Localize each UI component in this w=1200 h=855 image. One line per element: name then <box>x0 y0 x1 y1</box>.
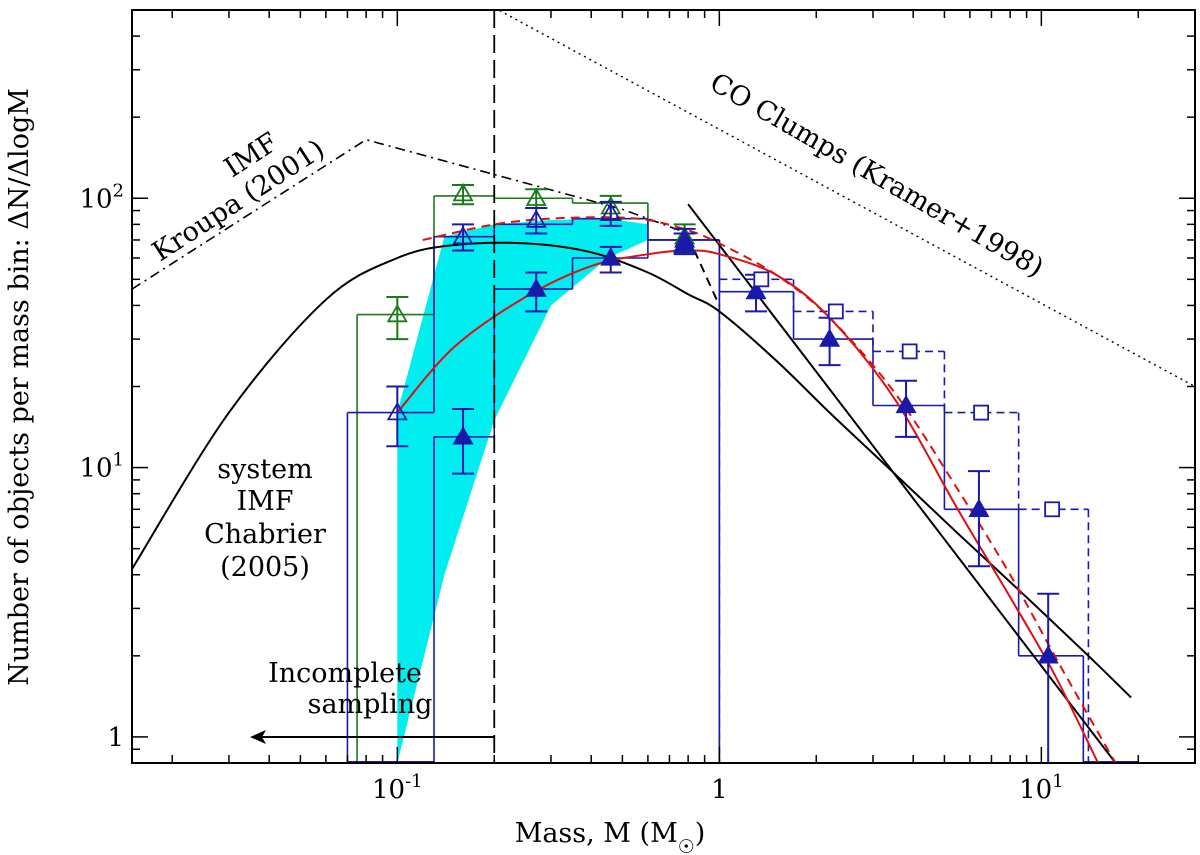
series-1 <box>132 138 689 290</box>
x-tick-label-1: 1 <box>711 775 728 805</box>
marker-2-4 <box>745 280 767 300</box>
y-tick-label-exp-2: 2 <box>113 180 124 201</box>
x-tick-label-base-1: 1 <box>711 775 728 805</box>
chabrier-label-1: system <box>217 454 312 485</box>
marker-3-3 <box>973 404 990 421</box>
marker-2-6 <box>895 394 917 414</box>
marker-1-0 <box>386 401 408 421</box>
y-tick-label-0: 1 <box>107 723 124 753</box>
y-tick-label-exp-1: 1 <box>113 450 124 471</box>
x-tick-label-0: 10-1 <box>372 771 423 805</box>
marker-1-3 <box>600 202 622 221</box>
marker-1-2 <box>525 209 547 228</box>
y-tick-label-1: 101 <box>79 450 124 484</box>
incomplete-arrow-head <box>250 730 266 744</box>
uncertainty-band <box>397 218 648 763</box>
y-tick-label-2: 102 <box>79 180 124 214</box>
y-tick-label-base-2: 10 <box>79 184 112 214</box>
marker-0-0 <box>386 303 408 323</box>
chabrier-label-3: Chabrier <box>204 519 326 550</box>
incomplete-label-1: Incomplete <box>268 658 422 689</box>
y-tick-label-base-0: 1 <box>107 723 124 753</box>
y-tick-label-base-1: 10 <box>79 454 112 484</box>
plot-layer <box>132 10 1195 763</box>
x-tick-label-2: 101 <box>1019 771 1064 805</box>
marker-3-4 <box>1044 501 1061 518</box>
series-2 <box>687 236 721 306</box>
plot-frame <box>131 9 1196 764</box>
y-axis-title: Number of objects per mass bin: ΔN/ΔlogM <box>4 88 35 686</box>
series-0 <box>132 241 1132 699</box>
incomplete-label-2: sampling <box>308 689 433 720</box>
marker-0-2 <box>525 187 547 206</box>
marker-2-0 <box>452 426 474 445</box>
x-tick-label-exp-2: 1 <box>1052 771 1063 792</box>
x-tick-label-exp-0: -1 <box>405 771 423 792</box>
x-tick-label-base-2: 10 <box>1019 775 1052 805</box>
clumps-label: CO Clumps (Kramer+1998) <box>705 67 1049 284</box>
marker-3-1 <box>827 303 844 320</box>
marker-2-3 <box>674 232 696 252</box>
marker-2-1 <box>525 278 547 297</box>
x-axis-title-sub: ☉ <box>678 836 695 855</box>
x-axis-title: Mass, M (M☉) <box>515 818 706 855</box>
plot-area <box>132 10 1195 763</box>
series-6 <box>422 216 1117 763</box>
marker-3-2 <box>901 343 918 360</box>
chabrier-label-2: IMF <box>236 486 293 517</box>
marker-2-2 <box>600 247 622 266</box>
x-axis-title-close: ) <box>695 818 706 849</box>
series-3 <box>497 10 1195 388</box>
chabrier-label-4: (2005) <box>220 552 310 583</box>
marker-2-7 <box>968 498 990 517</box>
marker-3-0 <box>753 271 770 288</box>
marker-0-1 <box>452 182 474 202</box>
x-axis-title-main: Mass, M (M <box>515 818 678 849</box>
x-tick-label-base-0: 10 <box>372 775 405 805</box>
marker-1-1 <box>452 225 474 245</box>
marker-2-8 <box>1037 645 1059 664</box>
marker-2-5 <box>819 328 841 347</box>
